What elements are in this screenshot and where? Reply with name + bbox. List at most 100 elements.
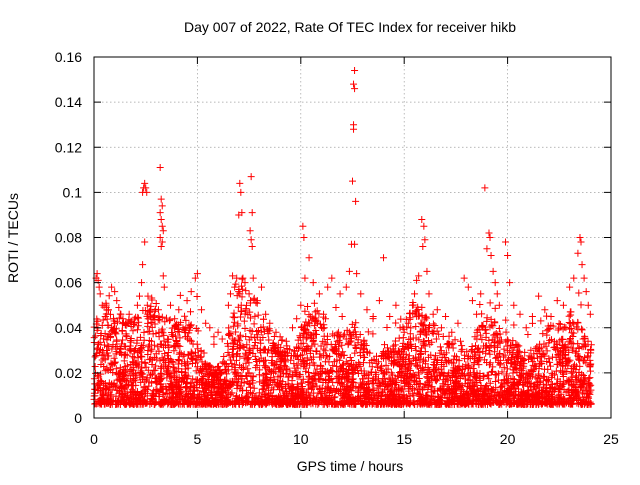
data-point	[191, 274, 199, 282]
data-point	[240, 317, 248, 325]
data-point	[412, 346, 420, 354]
data-point	[417, 349, 425, 357]
data-point	[145, 307, 153, 315]
data-point	[105, 292, 113, 300]
data-point	[266, 319, 274, 327]
data-point	[183, 297, 191, 305]
data-point	[570, 274, 578, 282]
data-point	[127, 338, 135, 346]
data-point	[94, 317, 102, 325]
data-point	[309, 279, 317, 287]
data-point	[328, 274, 336, 282]
data-point	[567, 308, 575, 316]
data-point	[411, 342, 419, 350]
data-point	[339, 332, 347, 340]
data-point	[193, 270, 201, 278]
data-point	[349, 177, 356, 185]
data-point	[185, 321, 193, 329]
data-point	[229, 313, 237, 321]
data-point	[242, 287, 250, 295]
data-point	[383, 323, 391, 331]
data-point	[164, 390, 172, 398]
data-point	[567, 325, 575, 333]
data-point	[424, 337, 432, 345]
data-point	[476, 301, 484, 309]
data-point	[159, 227, 167, 235]
data-point	[577, 301, 585, 309]
data-point	[574, 340, 582, 348]
data-point	[345, 267, 353, 275]
data-point	[157, 243, 165, 251]
data-point	[397, 315, 405, 323]
data-point	[92, 332, 100, 340]
data-point	[332, 303, 340, 311]
data-point	[187, 288, 195, 296]
x-tick-label: 25	[603, 431, 619, 447]
data-point	[392, 301, 400, 309]
data-point	[502, 238, 510, 246]
data-point	[158, 222, 166, 230]
data-point	[257, 354, 265, 362]
data-point	[421, 357, 429, 365]
data-point	[478, 310, 486, 318]
data-point	[457, 371, 465, 379]
data-point	[212, 388, 220, 396]
data-point	[143, 188, 151, 196]
data-point	[522, 324, 530, 332]
data-point	[516, 310, 524, 318]
data-point	[189, 375, 197, 383]
data-point	[464, 283, 472, 291]
data-point	[369, 315, 377, 323]
data-point	[350, 80, 358, 88]
data-point	[555, 320, 563, 328]
data-point	[418, 215, 426, 223]
data-point	[486, 343, 494, 351]
data-point	[498, 368, 506, 376]
data-point	[175, 306, 183, 314]
data-point	[483, 381, 491, 389]
data-point	[198, 358, 206, 366]
data-point	[320, 313, 328, 321]
data-point	[111, 288, 119, 296]
data-point	[130, 315, 138, 323]
data-point	[527, 346, 535, 354]
data-point	[301, 307, 309, 315]
data-point	[187, 308, 194, 316]
data-point	[566, 325, 574, 333]
data-point	[119, 336, 127, 344]
data-point	[293, 315, 301, 323]
data-point	[324, 283, 332, 291]
data-point	[91, 353, 99, 361]
data-point	[152, 378, 160, 386]
data-point	[419, 243, 427, 251]
data-point	[250, 320, 258, 328]
data-point	[240, 354, 248, 362]
data-point	[432, 335, 440, 343]
data-point	[157, 215, 165, 223]
data-point	[429, 310, 437, 318]
data-point	[210, 340, 218, 348]
data-point	[586, 374, 594, 382]
data-point	[362, 342, 370, 350]
data-point	[313, 365, 321, 373]
data-point	[241, 349, 249, 357]
data-point	[477, 290, 485, 298]
data-point	[420, 222, 428, 230]
data-point	[563, 367, 571, 375]
data-point	[237, 188, 245, 196]
data-point	[248, 209, 256, 217]
data-point	[470, 360, 478, 368]
x-tick-label: 20	[500, 431, 516, 447]
data-point	[168, 331, 176, 339]
y-tick-label: 0.04	[55, 320, 82, 336]
data-point	[395, 355, 403, 363]
data-point	[248, 327, 256, 335]
data-point	[510, 301, 518, 309]
data-point	[433, 306, 441, 314]
data-point	[442, 357, 450, 365]
data-point	[412, 322, 420, 330]
data-point	[456, 337, 464, 345]
data-point	[529, 358, 537, 366]
data-point	[141, 179, 149, 187]
data-point	[456, 374, 464, 382]
